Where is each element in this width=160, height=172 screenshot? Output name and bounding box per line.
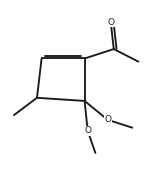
Text: O: O [107,18,114,27]
Text: O: O [104,115,111,124]
Text: O: O [84,126,91,135]
